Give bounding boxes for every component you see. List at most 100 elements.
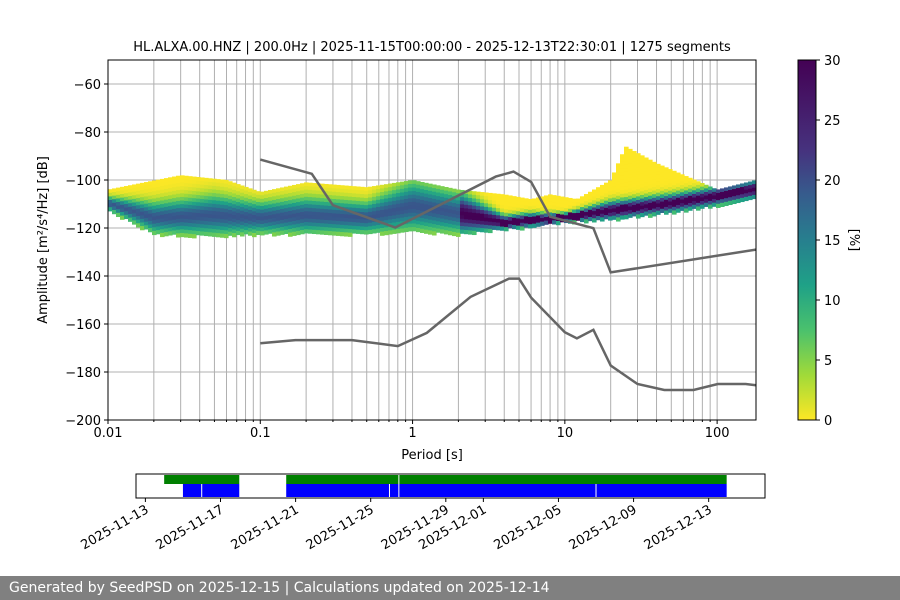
heatmap-cell [180, 229, 185, 234]
heatmap-cell [508, 217, 513, 222]
heatmap-cell [184, 182, 189, 188]
noise-model-lines [259, 158, 756, 392]
heatmap-cell [324, 209, 329, 214]
heatmap-cell [252, 207, 257, 212]
heatmap-cell [608, 198, 613, 203]
heatmap-cell [296, 205, 301, 210]
heatmap-cell [700, 186, 705, 191]
heatmap-cell [164, 185, 169, 190]
heatmap-cell [596, 208, 601, 214]
heatmap-cell [248, 231, 253, 236]
heatmap-cell [276, 220, 281, 225]
heatmap-cell [220, 215, 225, 220]
heatmap-cell [356, 226, 361, 231]
heatmap-cell [640, 202, 645, 207]
heatmap-cell [196, 220, 201, 225]
heatmap-cell [676, 197, 681, 202]
heatmap-cell [608, 187, 613, 192]
heatmap-cell [364, 194, 369, 199]
heatmap-cell [144, 196, 149, 201]
heatmap-cell [312, 183, 317, 188]
heatmap-cell [320, 226, 325, 232]
heatmap-cell [644, 164, 649, 169]
heatmap-cell [452, 217, 457, 222]
heatmap-cell [624, 197, 629, 202]
heatmap-cell [740, 183, 745, 188]
heatmap-cell [608, 209, 613, 214]
heatmap-cell [732, 185, 737, 190]
heatmap-cell [732, 189, 737, 194]
heatmap-cell [172, 187, 177, 192]
heatmap-cell [324, 198, 329, 203]
heatmap-cell [472, 209, 477, 214]
heatmap-cell [540, 214, 545, 219]
heatmap-cell [652, 212, 657, 217]
heatmap-cell [160, 204, 165, 209]
heatmap-cell [644, 189, 649, 195]
heatmap-cell [344, 185, 349, 190]
heatmap-cell [364, 212, 369, 217]
heatmap-cell [416, 195, 421, 200]
heatmap-cell [248, 209, 253, 215]
heatmap-cell [128, 203, 133, 208]
heatmap-cell [660, 197, 665, 203]
heatmap-cell [328, 195, 333, 200]
heatmap-cell [476, 213, 481, 218]
heatmap-cell [156, 186, 161, 192]
heatmap-cell [356, 200, 361, 206]
heatmap-cell [144, 214, 149, 219]
heatmap-cell [364, 187, 369, 192]
heatmap-cell [408, 198, 413, 203]
heatmap-cell [648, 206, 653, 211]
heatmap-cell [300, 194, 305, 199]
heatmap-cell [424, 211, 429, 216]
heatmap-cell [240, 210, 245, 215]
heatmap-cell [144, 225, 149, 230]
heatmap-cell [344, 189, 349, 194]
heatmap-cell [472, 202, 477, 207]
heatmap-cell [536, 219, 541, 224]
heatmap-cell [244, 194, 249, 199]
heatmap-cell [328, 205, 333, 211]
heatmap-cell [204, 195, 209, 201]
heatmap-cell [404, 195, 409, 200]
heatmap-cell [488, 221, 493, 226]
heatmap-cell [684, 176, 689, 181]
heatmap-cell [480, 220, 485, 226]
heatmap-cell [420, 217, 425, 223]
heatmap-cell [700, 197, 705, 202]
heatmap-cell [452, 221, 457, 226]
heatmap-cell [120, 212, 125, 217]
heatmap-cell [140, 193, 145, 198]
heatmap-cell [232, 197, 237, 202]
timeline-frame [135, 473, 766, 499]
heatmap-cell [396, 218, 401, 223]
heatmap-cell [356, 222, 361, 227]
heatmap-cell [360, 194, 365, 199]
heatmap-cell [400, 217, 405, 222]
heatmap-cell [684, 208, 689, 213]
heatmap-cell [556, 213, 561, 219]
heatmap-cell [644, 157, 649, 162]
heatmap-cell [144, 203, 149, 208]
heatmap-cell [108, 189, 113, 194]
heatmap-cell [204, 199, 209, 204]
heatmap-cell [372, 222, 377, 227]
heatmap-cell [124, 196, 129, 202]
heatmap-cell [660, 179, 665, 185]
heatmap-cell [360, 230, 365, 235]
heatmap-cell [624, 207, 629, 213]
heatmap-cell [384, 212, 389, 218]
heatmap-cell [112, 202, 117, 208]
heatmap-cell [352, 189, 357, 194]
heatmap-cell [216, 182, 221, 187]
heatmap-cell [388, 215, 393, 221]
heatmap-cell [244, 190, 249, 195]
heatmap-cell [712, 202, 717, 207]
heatmap-cell [200, 199, 205, 204]
heatmap-cell [624, 204, 629, 209]
heatmap-cell [628, 166, 633, 172]
heatmap-cell [288, 210, 293, 216]
heatmap-cell [548, 198, 553, 203]
heatmap-cell [736, 198, 741, 204]
